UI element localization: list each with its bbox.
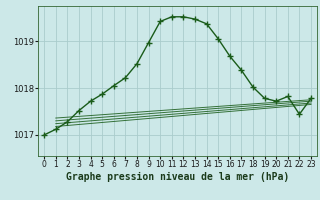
- X-axis label: Graphe pression niveau de la mer (hPa): Graphe pression niveau de la mer (hPa): [66, 172, 289, 182]
